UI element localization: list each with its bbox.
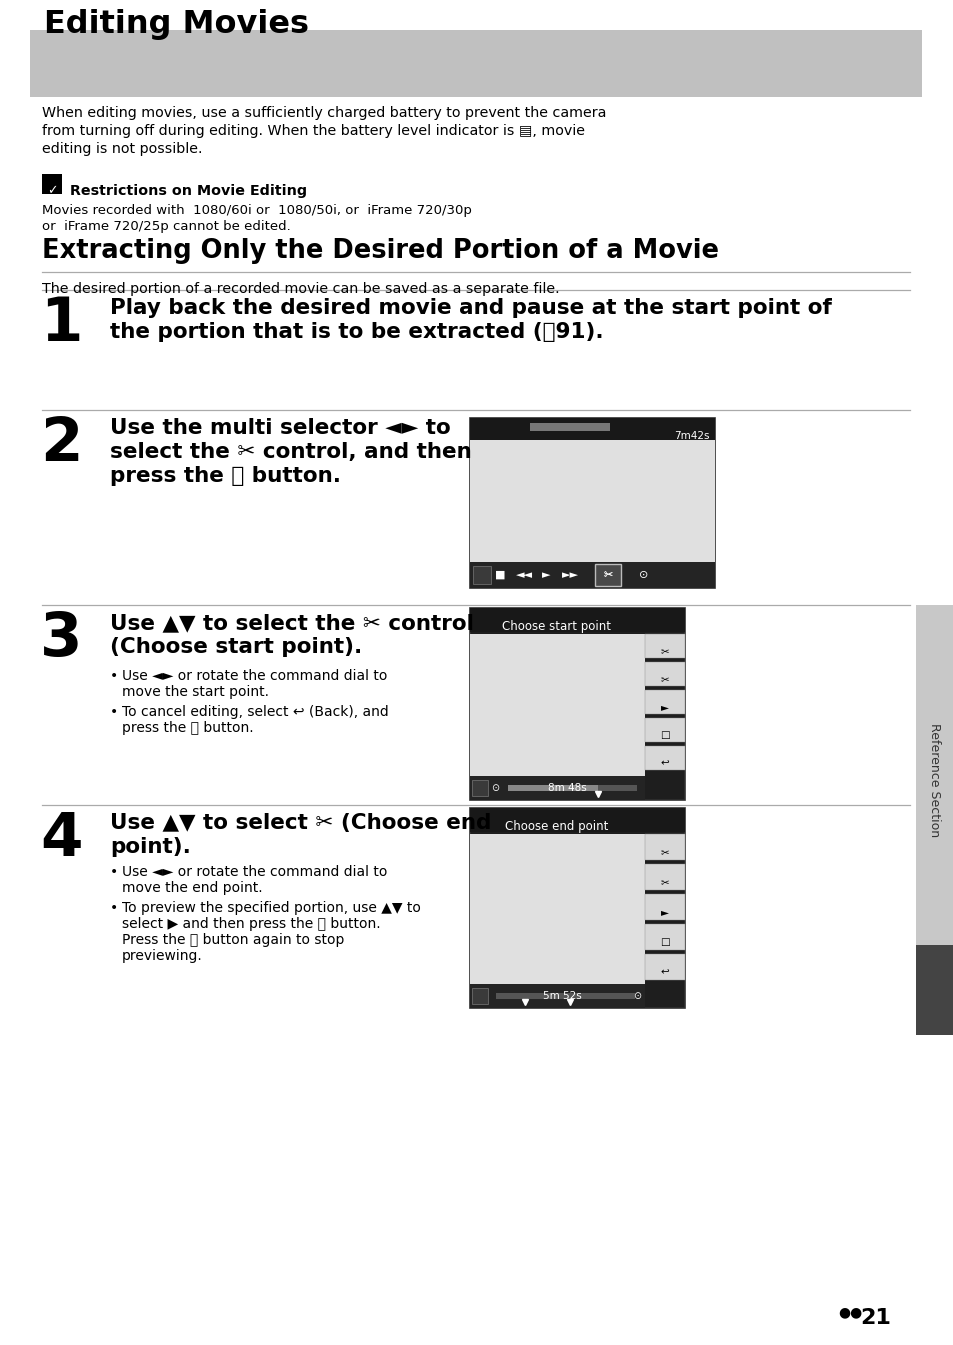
Bar — [530, 422, 609, 430]
Text: select ▶ and then press the Ⓚ button.: select ▶ and then press the Ⓚ button. — [122, 917, 380, 931]
Text: move the start point.: move the start point. — [122, 685, 269, 699]
Text: editing is not possible.: editing is not possible. — [42, 143, 202, 156]
Bar — [644, 662, 684, 686]
Text: previewing.: previewing. — [122, 950, 203, 963]
Text: ✂: ✂ — [659, 877, 669, 886]
Text: Reference Section: Reference Section — [927, 724, 941, 837]
Text: ✂: ✂ — [659, 847, 669, 857]
Text: press the Ⓚ button.: press the Ⓚ button. — [122, 721, 253, 734]
Text: move the end point.: move the end point. — [122, 881, 262, 894]
Text: Use ▲▼ to select the ✂ control: Use ▲▼ to select the ✂ control — [110, 613, 474, 633]
Text: ✓: ✓ — [47, 184, 57, 196]
Bar — [644, 746, 684, 769]
Text: 4: 4 — [40, 810, 82, 869]
Text: ✂: ✂ — [659, 674, 669, 685]
Bar — [470, 808, 684, 833]
Text: Play back the desired movie and pause at the start point of: Play back the desired movie and pause at… — [110, 299, 831, 317]
Text: Choose start point: Choose start point — [502, 620, 611, 633]
Text: Movies recorded with  1080/60i or  1080/50i, or  iFrame 720/30p: Movies recorded with 1080/60i or 1080/50… — [42, 204, 472, 217]
Bar — [595, 564, 620, 586]
Bar — [644, 633, 684, 658]
Text: •: • — [110, 901, 118, 915]
Text: ⊙: ⊙ — [632, 991, 640, 1001]
Bar — [470, 418, 714, 440]
Text: •: • — [110, 668, 118, 683]
Text: ►: ► — [660, 907, 668, 917]
Text: 5m 52s: 5m 52s — [542, 991, 580, 1001]
Text: point).: point). — [110, 837, 191, 857]
Text: Use the multi selector ◄► to: Use the multi selector ◄► to — [110, 418, 450, 438]
Text: ↩: ↩ — [659, 967, 669, 976]
Text: □: □ — [659, 730, 669, 740]
Text: The desired portion of a recorded movie can be saved as a separate file.: The desired portion of a recorded movie … — [42, 282, 559, 296]
Text: Extracting Only the Desired Portion of a Movie: Extracting Only the Desired Portion of a… — [42, 238, 719, 264]
Bar — [644, 954, 684, 981]
Bar — [496, 993, 635, 999]
Text: 3: 3 — [40, 611, 82, 668]
Text: ■: ■ — [495, 570, 505, 580]
Text: or  iFrame 720/25p cannot be edited.: or iFrame 720/25p cannot be edited. — [42, 221, 291, 233]
Text: •: • — [110, 705, 118, 720]
Bar — [470, 562, 714, 588]
Bar — [470, 633, 644, 776]
Text: ►: ► — [660, 702, 668, 712]
Text: ✂: ✂ — [602, 570, 612, 580]
Bar — [644, 863, 684, 890]
Text: To cancel editing, select ↩ (Back), and: To cancel editing, select ↩ (Back), and — [122, 705, 388, 720]
Text: Use ▲▼ to select ✂ (Choose end: Use ▲▼ to select ✂ (Choose end — [110, 812, 491, 833]
Text: ↩: ↩ — [659, 759, 669, 768]
Bar — [42, 174, 62, 194]
Text: press the Ⓚ button.: press the Ⓚ button. — [110, 465, 340, 486]
Text: select the ✂ control, and then: select the ✂ control, and then — [110, 443, 471, 461]
Bar — [30, 30, 921, 97]
Bar — [915, 946, 953, 1036]
Bar — [470, 418, 714, 588]
Bar — [644, 894, 684, 920]
Bar — [507, 785, 637, 791]
Text: 7m42s: 7m42s — [674, 430, 709, 441]
Bar — [470, 608, 684, 632]
Text: ⊙: ⊙ — [491, 783, 498, 794]
Text: To preview the specified portion, use ▲▼ to: To preview the specified portion, use ▲▼… — [122, 901, 420, 915]
Bar — [644, 924, 684, 950]
Text: ◄◄: ◄◄ — [515, 570, 532, 580]
Text: •: • — [110, 865, 118, 880]
Text: Use ◄► or rotate the command dial to: Use ◄► or rotate the command dial to — [122, 865, 387, 880]
Text: ⊙: ⊙ — [639, 570, 648, 580]
Text: Choose end point: Choose end point — [505, 820, 608, 833]
Text: Editing Movies: Editing Movies — [44, 9, 309, 40]
Text: 2: 2 — [40, 416, 83, 473]
Bar — [644, 690, 684, 714]
Bar — [473, 566, 491, 584]
Bar — [472, 989, 488, 1003]
Text: Restrictions on Movie Editing: Restrictions on Movie Editing — [70, 184, 307, 198]
Bar — [472, 780, 488, 796]
Text: 1: 1 — [40, 295, 82, 354]
Bar — [470, 440, 714, 562]
Bar — [644, 834, 684, 859]
Bar — [507, 785, 598, 791]
Bar — [915, 605, 953, 1036]
Text: from turning off during editing. When the battery level indicator is ▤, movie: from turning off during editing. When th… — [42, 124, 584, 139]
Bar — [470, 608, 684, 800]
Text: ►: ► — [541, 570, 550, 580]
Text: 21: 21 — [859, 1307, 890, 1328]
Text: (Choose start point).: (Choose start point). — [110, 638, 362, 656]
Text: the portion that is to be extracted (⎉91).: the portion that is to be extracted (⎉91… — [110, 321, 603, 342]
Text: ✂: ✂ — [602, 570, 612, 580]
Text: ►►: ►► — [561, 570, 578, 580]
Bar — [470, 776, 644, 800]
Text: ●●: ●● — [837, 1305, 862, 1319]
Text: ✂: ✂ — [659, 646, 669, 656]
Bar — [470, 834, 644, 985]
Bar — [644, 718, 684, 742]
Text: Use ◄► or rotate the command dial to: Use ◄► or rotate the command dial to — [122, 668, 387, 683]
Text: 8m 48s: 8m 48s — [547, 783, 586, 794]
Text: Press the Ⓚ button again to stop: Press the Ⓚ button again to stop — [122, 933, 344, 947]
Text: □: □ — [659, 937, 669, 947]
Text: When editing movies, use a sufficiently charged battery to prevent the camera: When editing movies, use a sufficiently … — [42, 106, 606, 120]
Bar — [470, 985, 644, 1007]
Bar — [470, 808, 684, 1007]
